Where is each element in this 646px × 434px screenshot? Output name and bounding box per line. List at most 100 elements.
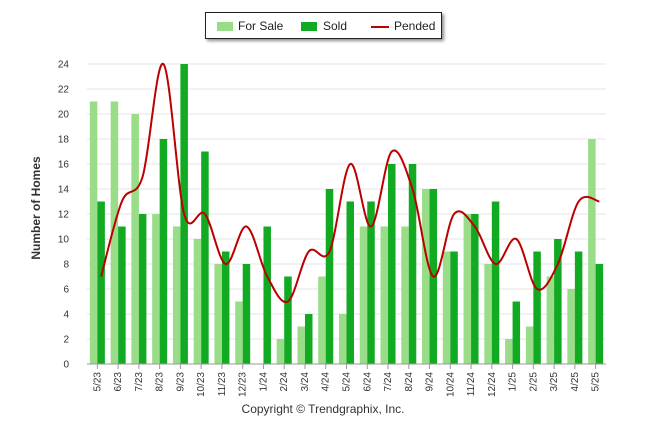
bar-for-sale [546, 276, 555, 364]
x-tick-label: 6/23 [113, 372, 124, 392]
legend-label-pended: Pended [394, 19, 436, 33]
x-tick-label: 4/25 [570, 372, 581, 392]
bar-sold [284, 276, 292, 364]
bar-sold [263, 226, 271, 364]
y-tick-label: 20 [58, 110, 70, 121]
y-tick-label: 10 [58, 235, 70, 246]
y-tick-label: 6 [63, 285, 69, 296]
bar-sold [221, 251, 230, 364]
bar-sold [491, 201, 500, 364]
y-tick-label: 12 [58, 210, 70, 221]
y-tick-label: 2 [63, 335, 69, 346]
bar-for-sale [152, 214, 160, 364]
bar-for-sale [401, 226, 409, 364]
x-tick-label: 6/24 [362, 372, 373, 392]
x-tick-labels: 5/23 6/23 7/23 8/23 9/23 10/23 11/23 12/23 1/24 2… [92, 372, 601, 397]
bar-for-sale [276, 339, 285, 364]
bar-sold [325, 189, 334, 364]
y-tick-label: 8 [63, 260, 69, 271]
x-tick-label: 9/23 [175, 372, 186, 392]
bar-sold [450, 251, 458, 364]
x-tick-label: 3/25 [549, 372, 560, 392]
bar-sold [512, 301, 521, 364]
bar-for-sale [339, 314, 347, 364]
y-tick-label: 0 [63, 360, 69, 371]
bar-sold [346, 201, 354, 364]
y-tick-label: 18 [58, 135, 70, 146]
x-tick-label: 3/24 [300, 372, 311, 392]
legend-label-for-sale: For Sale [238, 19, 284, 33]
bar-for-sale [193, 239, 202, 364]
x-tick-label: 5/24 [342, 372, 353, 392]
bar-sold [471, 214, 479, 364]
bar-for-sale [297, 326, 305, 364]
bar-for-sale [567, 289, 575, 364]
y-tick-label: 16 [58, 160, 70, 171]
bar-for-sale [422, 189, 430, 364]
bar-for-sale [318, 276, 326, 364]
x-tick-label: 11/24 [466, 372, 477, 397]
bar-sold [97, 201, 105, 364]
x-tick-label: 1/24 [258, 372, 269, 392]
legend-swatch-sold [301, 22, 317, 31]
x-tick-label: 5/25 [591, 372, 602, 392]
bar-for-sale [110, 101, 119, 364]
bar-sold [242, 264, 251, 364]
bar-for-sale [525, 326, 534, 364]
x-tick-label: 10/24 [445, 372, 456, 397]
bar-for-sale [89, 101, 98, 364]
bar-for-sale [214, 264, 222, 364]
axes [87, 363, 606, 369]
x-tick-label: 12/23 [238, 372, 249, 397]
bar-sold [408, 164, 417, 364]
x-tick-label: 8/24 [404, 372, 415, 392]
y-tick-label: 24 [58, 60, 70, 71]
y-tick-label: 14 [58, 185, 70, 196]
pended-line [100, 62, 600, 304]
legend-swatch-for-sale [217, 22, 233, 31]
bar-sold [304, 314, 313, 364]
bar-for-sale [588, 139, 596, 364]
bar-for-sale [484, 264, 492, 364]
bar-sold [533, 251, 541, 364]
bar-sold [201, 151, 209, 364]
x-tick-label: 12/24 [487, 372, 498, 397]
bar-sold [554, 239, 562, 364]
x-tick-label: 10/23 [196, 372, 207, 397]
y-tick-label: 22 [58, 85, 70, 96]
bar-sold [118, 226, 126, 364]
y-axis-label: Number of Homes [29, 156, 43, 260]
x-tick-label: 1/25 [508, 372, 519, 392]
x-tick-label: 4/24 [321, 372, 332, 392]
legend: For Sale Sold Pended [205, 12, 442, 39]
legend-swatch-pended [371, 26, 389, 28]
bar-for-sale [380, 226, 389, 364]
bar-sold [388, 164, 396, 364]
bar-for-sale [359, 226, 368, 364]
y-tick-label: 4 [63, 310, 69, 321]
bar-for-sale [442, 251, 451, 364]
x-tick-label: 8/23 [155, 372, 166, 392]
bar-for-sale [463, 214, 472, 364]
pended-series-line [100, 62, 600, 304]
x-tick-label: 2/24 [279, 372, 290, 392]
bar-sold [138, 214, 147, 364]
bar-sold [574, 251, 583, 364]
x-tick-label: 9/24 [425, 372, 436, 392]
x-tick-label: 11/23 [217, 372, 228, 397]
bar-for-sale [235, 301, 243, 364]
bar-sold [159, 139, 168, 364]
x-tick-label: 5/23 [92, 372, 103, 392]
legend-label-sold: Sold [323, 19, 348, 33]
bar-sold [595, 264, 604, 364]
bar-for-sale [505, 339, 513, 364]
x-tick-label: 7/24 [383, 372, 394, 392]
copyright-text: Copyright © Trendgraphix, Inc. [241, 402, 405, 416]
bar-for-sale [172, 226, 181, 364]
x-tick-label: 2/25 [528, 372, 539, 392]
x-tick-label: 7/23 [134, 372, 145, 392]
bar-sold [367, 201, 375, 364]
bar-for-sale [131, 114, 139, 364]
